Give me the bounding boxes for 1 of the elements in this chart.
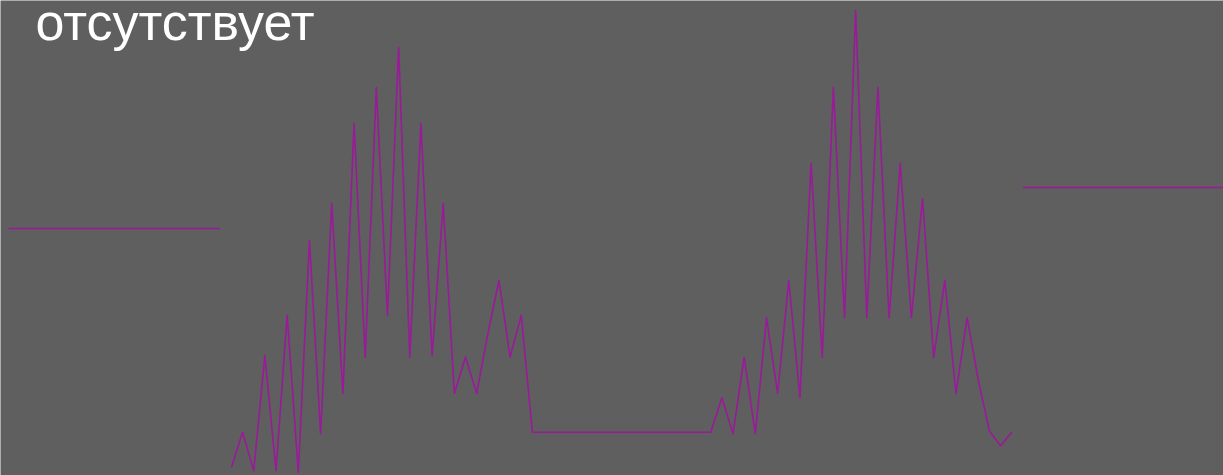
chart-title: отсутствует: [35, 0, 315, 51]
